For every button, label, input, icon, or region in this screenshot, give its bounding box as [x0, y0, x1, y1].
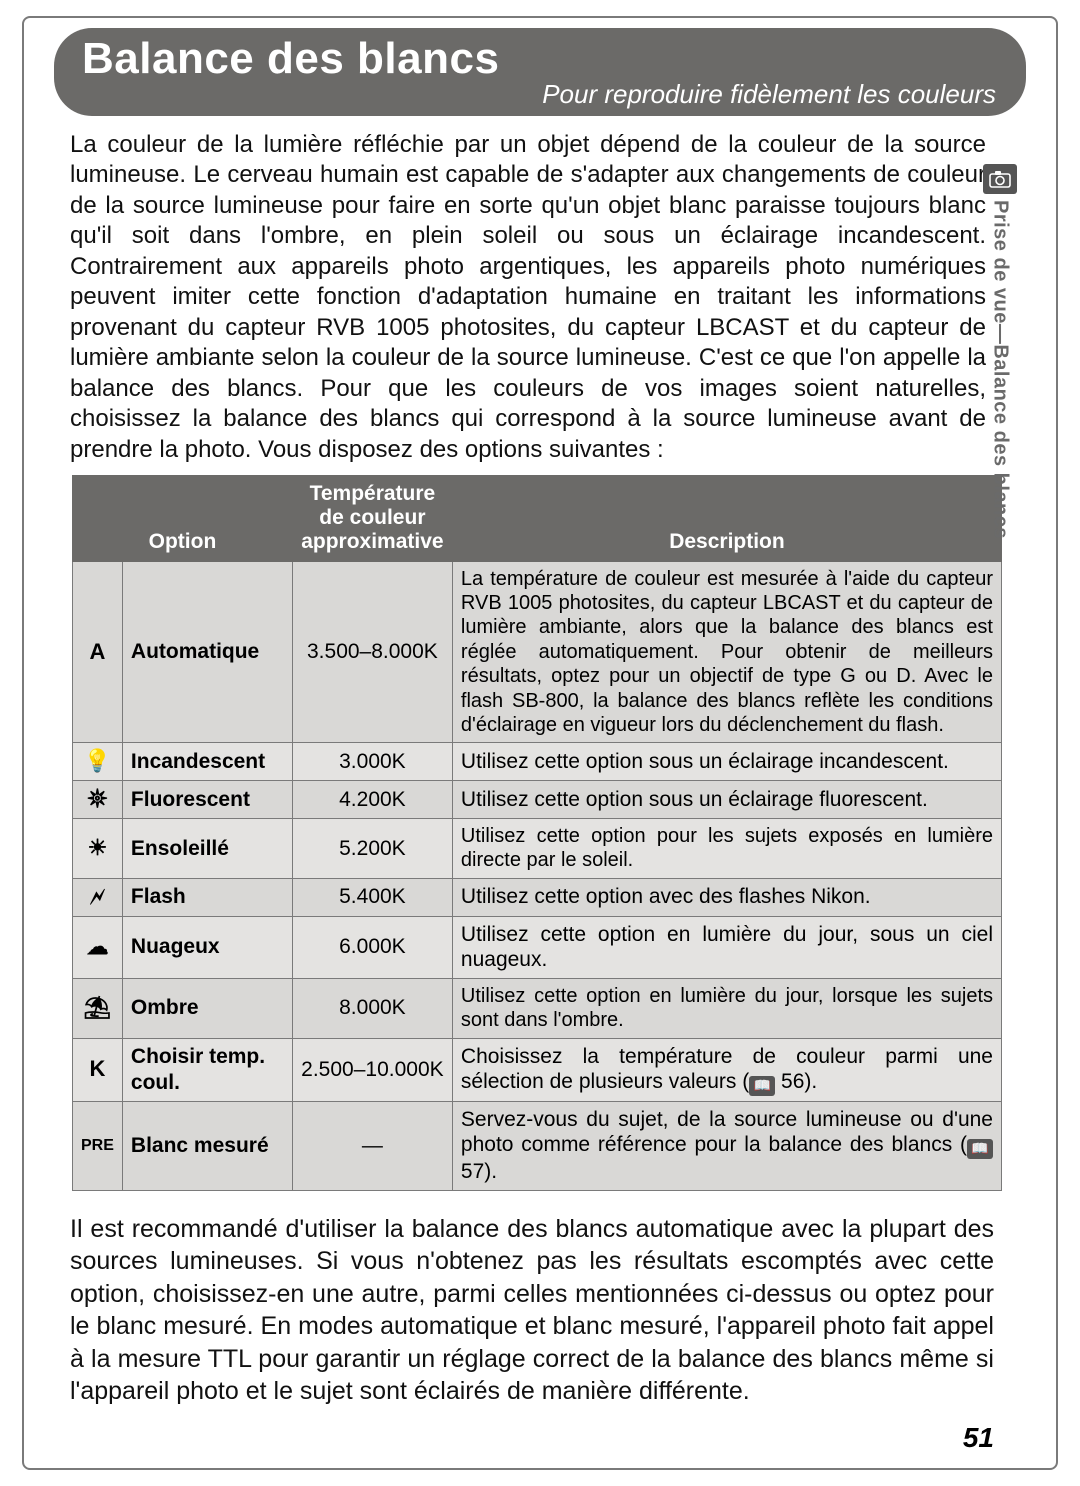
page-frame: Balance des blancs Pour reproduire fidèl…	[22, 16, 1058, 1470]
table-row: AAutomatique3.500–8.000KLa température d…	[73, 561, 1002, 743]
wb-icon: K	[73, 1038, 123, 1101]
table-row: ☁Nuageux6.000KUtilisez cette option en l…	[73, 916, 1002, 978]
wb-icon: ⛱	[73, 978, 123, 1038]
wb-description: Utilisez cette option en lumière du jour…	[452, 978, 1001, 1038]
wb-description: Utilisez cette option sous un éclairage …	[452, 743, 1001, 781]
page-ref-icon: 📖	[967, 1139, 993, 1159]
outro-paragraph: Il est recommandé d'utiliser la balance …	[70, 1213, 994, 1408]
wb-option-label: Ensoleillé	[122, 818, 292, 878]
white-balance-table: Option Température de couleur approximat…	[72, 475, 1002, 1190]
wb-icon: 💡	[73, 743, 123, 781]
col-header-desc: Description	[452, 476, 1001, 561]
page-title: Balance des blancs	[82, 34, 998, 84]
table-row: ⛱Ombre8.000KUtilisez cette option en lum…	[73, 978, 1002, 1038]
wb-temperature: 5.400K	[292, 878, 452, 916]
wb-option-label: Nuageux	[122, 916, 292, 978]
wb-description: La température de couleur est mesurée à …	[452, 561, 1001, 743]
wb-icon: ☀	[73, 818, 123, 878]
wb-temperature: 4.200K	[292, 781, 452, 819]
wb-temperature: 5.200K	[292, 818, 452, 878]
page-ref-icon: 📖	[749, 1076, 775, 1096]
wb-option-label: Choisir temp. coul.	[122, 1038, 292, 1101]
wb-option-label: Flash	[122, 878, 292, 916]
header: Balance des blancs Pour reproduire fidèl…	[54, 28, 1026, 116]
table-header-row: Option Température de couleur approximat…	[73, 476, 1002, 561]
wb-temperature: 3.500–8.000K	[292, 561, 452, 743]
wb-temperature: 2.500–10.000K	[292, 1038, 452, 1101]
wb-description: Utilisez cette option avec des flashes N…	[452, 878, 1001, 916]
table-row: KChoisir temp. coul.2.500–10.000KChoisis…	[73, 1038, 1002, 1101]
wb-icon: ☁	[73, 916, 123, 978]
page-number: 51	[963, 1422, 994, 1454]
intro-paragraph: La couleur de la lumière réfléchie par u…	[70, 130, 986, 465]
wb-description: Utilisez cette option pour les sujets ex…	[452, 818, 1001, 878]
col-header-option: Option	[73, 476, 293, 561]
wb-temperature: —	[292, 1101, 452, 1190]
wb-option-label: Incandescent	[122, 743, 292, 781]
wb-icon: A	[73, 561, 123, 743]
wb-option-label: Ombre	[122, 978, 292, 1038]
table-row: 🗲Flash5.400KUtilisez cette option avec d…	[73, 878, 1002, 916]
wb-description: Utilisez cette option sous un éclairage …	[452, 781, 1001, 819]
side-tab: Prise de vue—Balance des blancs	[982, 164, 1018, 539]
wb-option-label: Fluorescent	[122, 781, 292, 819]
wb-icon: 🗲	[73, 878, 123, 916]
table-row: 𖤓Fluorescent4.200KUtilisez cette option …	[73, 781, 1002, 819]
table-row: ☀Ensoleillé5.200KUtilisez cette option p…	[73, 818, 1002, 878]
wb-option-label: Automatique	[122, 561, 292, 743]
wb-temperature: 6.000K	[292, 916, 452, 978]
table-row: 💡Incandescent3.000KUtilisez cette option…	[73, 743, 1002, 781]
table-row: PREBlanc mesuré—Servez-vous du sujet, de…	[73, 1101, 1002, 1190]
wb-temperature: 8.000K	[292, 978, 452, 1038]
page-subtitle: Pour reproduire fidèlement les couleurs	[542, 79, 996, 110]
wb-description: Servez-vous du sujet, de la source lumin…	[452, 1101, 1001, 1190]
wb-description: Utilisez cette option en lumière du jour…	[452, 916, 1001, 978]
wb-icon: 𖤓	[73, 781, 123, 819]
side-tab-label: Prise de vue—Balance des blancs	[989, 200, 1012, 539]
wb-description: Choisissez la température de couleur par…	[452, 1038, 1001, 1101]
wb-option-label: Blanc mesuré	[122, 1101, 292, 1190]
wb-icon: PRE	[73, 1101, 123, 1190]
col-header-temp: Température de couleur approximative	[292, 476, 452, 561]
camera-icon	[983, 164, 1017, 194]
wb-temperature: 3.000K	[292, 743, 452, 781]
